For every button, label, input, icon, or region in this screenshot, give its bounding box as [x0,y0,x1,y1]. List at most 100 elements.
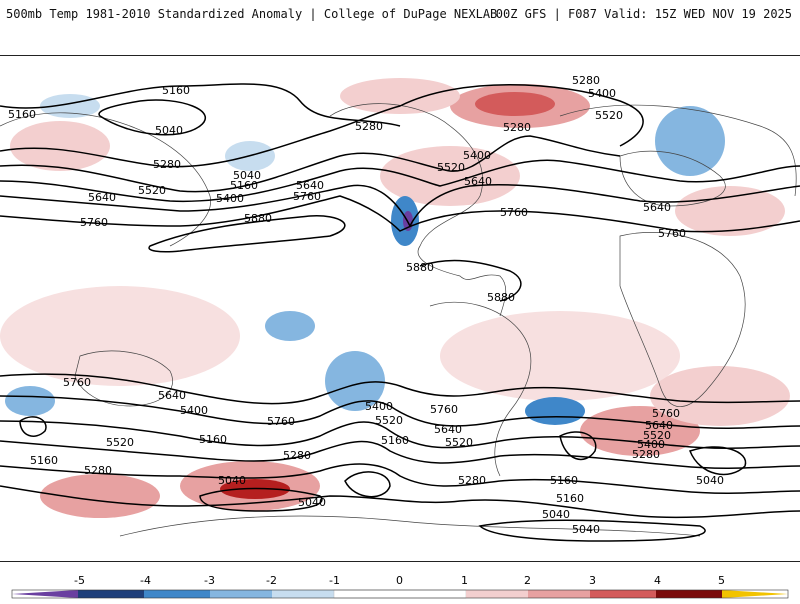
contour-label-5400-b: 5400 [216,192,244,205]
contour-label-5760-d: 5760 [658,227,686,240]
contour-label-5760-f: 5760 [267,415,295,428]
contour-label-5160-g: 5160 [550,474,578,487]
colorbar-cap-right [722,590,788,598]
contour-label-5160-b: 5160 [8,108,36,121]
warm-anomaly-south-atlantic [580,406,700,456]
contour-label-5640-e: 5640 [158,389,186,402]
contour-5520-north [0,159,800,203]
contour-label-5400-d: 5400 [180,404,208,417]
colorbar-cap-left [12,590,78,598]
contour-5160-north [0,83,401,127]
warm-anomaly-russia-core [475,92,555,116]
warm-anomaly-west-pacific [10,121,110,171]
warm-anomaly-southern-ocean-west [40,474,160,518]
coastline-australia [74,350,173,407]
colorbar-bin-neg1 [272,590,334,598]
contour-label-5280-b: 5280 [572,74,600,87]
contour-label-5400-f: 5400 [637,438,665,451]
contour-label-5040-c: 5040 [218,474,246,487]
contour-label-5040-f: 5040 [572,523,600,536]
contour-label-5280-h: 5280 [632,448,660,461]
warm-anomaly-south-indian [650,366,790,426]
contour-labels: 5160 5160 5040 5280 5280 5400 5520 5280 … [8,74,724,536]
contour-label-5160-a: 5160 [162,84,190,97]
warm-anomaly-tropics [440,311,680,401]
colorbar-bin-neg3 [144,590,210,598]
contour-label-5040-a: 5040 [155,124,183,137]
warm-anomaly-tropics-west [0,286,240,386]
title-bar: 500mb Temp 1981-2010 Standardized Anomal… [0,0,800,40]
colorbar-bin-neg2 [210,590,272,598]
colorbar-bin-pos1 [466,590,528,598]
contour-label-5880-a: 5880 [244,212,272,225]
colorbar-tick-pos5: 5 [718,574,725,587]
contour-label-5640-d: 5640 [643,201,671,214]
contour-label-5280-a: 5280 [355,120,383,133]
contour-label-5400-e: 5400 [365,400,393,413]
colorbar-tick-pos4: 4 [654,574,661,587]
contour-label-5160-f: 5160 [381,434,409,447]
cold-anomaly-scandinavia [655,106,725,176]
contour-label-5760-a: 5760 [293,190,321,203]
contour-label-5640-f: 5640 [434,423,462,436]
contour-label-5400-c: 5400 [463,149,491,162]
coastline-africa [619,232,746,407]
colorbar-bin-pos4 [656,590,722,598]
contour-5160-south [0,485,800,519]
colorbar-canvas: -5 -4 -3 -2 -1 0 1 2 3 4 5 [11,574,789,599]
contour-label-5880-b: 5880 [406,261,434,274]
cold-anomaly-south-pacific [325,351,385,411]
contour-label-5040-g: 5040 [696,474,724,487]
contour-label-5760-b: 5760 [80,216,108,229]
contour-label-5280-e: 5280 [283,449,311,462]
anomaly-shading [0,78,790,518]
cold-anomaly-pacific [265,311,315,341]
contour-5400-south [0,440,800,469]
contour-label-5760-h: 5760 [652,407,680,420]
contour-label-5400-a: 5400 [588,87,616,100]
contour-label-5760-g: 5760 [430,403,458,416]
contour-5040-north [98,99,207,136]
contour-label-5280-g: 5280 [458,474,486,487]
coastline-europe [619,150,726,207]
colorbar-tick-neg1: -1 [329,574,340,587]
contour-5040-antarctic [478,519,706,542]
contour-closed-low-south-indian [689,446,747,476]
contour-5040-south [199,487,323,512]
colorbar-tick-neg3: -3 [204,574,215,587]
colorbar-tick-pos3: 3 [589,574,596,587]
contour-5520-south [0,420,800,449]
colorbar-tick-pos2: 2 [524,574,531,587]
contour-label-5520-f: 5520 [445,436,473,449]
colorbar-tick-pos1: 1 [461,574,468,587]
contour-label-5520-c: 5520 [437,161,465,174]
contour-label-5280-c: 5280 [503,121,531,134]
contour-5280-south [0,463,800,494]
contour-label-5640-g: 5640 [645,419,673,432]
contour-label-5520-g: 5520 [643,429,671,442]
contour-closed-low-pacific [344,471,391,498]
contour-label-5520-b: 5520 [138,184,166,197]
colorbar-outline [11,589,789,599]
colorbar-tick-neg4: -4 [140,574,151,587]
map-title: 500mb Temp 1981-2010 Standardized Anomal… [6,7,498,21]
contour-label-5040-d: 5040 [298,496,326,509]
warm-anomaly-arctic [340,78,460,114]
colorbar-bin-neg4 [78,590,144,598]
model-run-info: 00Z GFS | F087 Valid: 15Z WED NOV 19 202… [495,7,792,21]
warm-anomaly-north-atlantic [380,146,520,206]
contour-label-5160-d: 5160 [199,433,227,446]
coastline-eurasia [0,104,797,247]
cold-anomaly-indian [5,386,55,416]
contour-label-5160-h: 5160 [556,492,584,505]
contour-label-5640-c: 5640 [464,175,492,188]
contour-label-5160-c: 5160 [230,179,258,192]
height-contours [0,83,800,542]
contour-label-5160-e: 5160 [30,454,58,467]
contour-label-5520-e: 5520 [375,414,403,427]
colorbar-tick-neg2: -2 [266,574,277,587]
contour-closed-low-atlantic [559,431,597,461]
contour-label-5880-c: 5880 [487,291,515,304]
contour-label-5040-e: 5040 [542,508,570,521]
colorbar-bin-pos3 [590,590,656,598]
